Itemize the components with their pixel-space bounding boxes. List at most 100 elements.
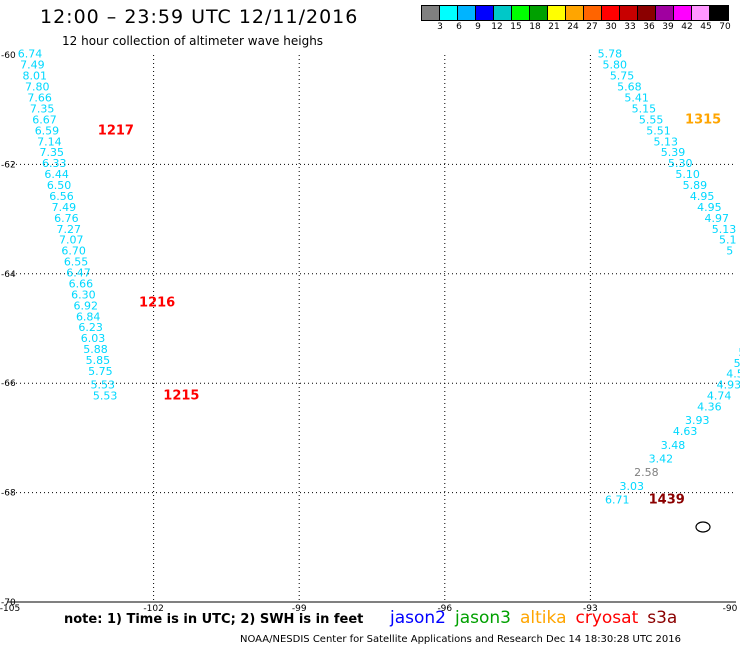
wave-height-value: 8.01 <box>23 70 47 83</box>
satellite-name: s3a <box>647 608 678 628</box>
legend-label: 24 <box>567 22 579 32</box>
wave-height-value: 5.78 <box>598 48 623 61</box>
legend-box-11 <box>620 6 638 20</box>
wave-height-value: 6.66 <box>69 277 94 290</box>
satellite-name: jason2 <box>390 608 446 628</box>
wave-height-value: 5.88 <box>83 343 108 356</box>
legend-label: 18 <box>529 22 541 32</box>
legend-box-7 <box>548 6 566 20</box>
wave-height-value: 4.95 <box>690 190 715 203</box>
legend-label: 21 <box>548 22 560 32</box>
lat-tick-label: -60 <box>1 51 16 61</box>
wave-height-value: 7.35 <box>30 102 55 115</box>
wave-height-value: 6.23 <box>78 321 103 334</box>
wave-height-value: 5.53 <box>91 379 116 392</box>
wave-height-value: 5.68 <box>617 81 642 94</box>
wave-height-value: 6.56 <box>49 190 74 203</box>
orbit-number-labels: 1217 1216 1215 1315 1439 <box>98 112 721 507</box>
lon-tick-label: -99 <box>292 604 307 614</box>
wave-height-value: 7.80 <box>25 81 49 94</box>
wave-height-value: 3.42 <box>649 453 674 466</box>
wave-height-value: 5.1 <box>719 234 737 247</box>
wave-height-value: 6.67 <box>32 113 57 126</box>
wave-height-value: 5.75 <box>88 365 113 378</box>
wave-height-value: 5.10 <box>675 168 700 181</box>
wave-height-points: 6.747.498.017.807.667.356.676.597.147.35… <box>18 48 740 507</box>
lat-tick-label: -64 <box>1 270 16 280</box>
wave-height-value: 6.70 <box>61 245 86 258</box>
satellite-name: cryosat <box>575 608 639 628</box>
legend-label: 42 <box>681 22 693 32</box>
wave-height-value: 4.95 <box>697 201 722 214</box>
wave-height-value: 6.76 <box>54 212 79 225</box>
wave-height-value: 6.44 <box>44 168 69 181</box>
wave-height-value: 7.27 <box>57 223 82 236</box>
wave-height-value: 6.84 <box>76 310 101 323</box>
wave-height-value: 6.30 <box>71 288 96 301</box>
wave-height-value: 7.07 <box>59 234 84 247</box>
legend-label: 9 <box>475 22 481 32</box>
wave-height-value: 6.59 <box>35 124 60 137</box>
legend-label: 36 <box>643 22 655 32</box>
orbit-label: 1439 <box>649 493 685 508</box>
wave-height-value: 3.03 <box>620 480 645 493</box>
wave-height-value: 4.74 <box>707 390 732 403</box>
lon-tick-label: -93 <box>583 604 598 614</box>
satellite-name: jason3 <box>455 608 511 628</box>
wave-height-value: 6.74 <box>18 48 42 61</box>
legend-label: 33 <box>624 22 636 32</box>
wave-height-value: 5.13 <box>712 223 737 236</box>
map-title: 12:00 – 23:59 UTC 12/11/2016 <box>40 6 359 28</box>
wave-height-value: 5.2 <box>734 357 740 370</box>
orbit-label: 1216 <box>139 296 175 311</box>
wave-height-value: 5.39 <box>661 146 686 159</box>
wave-height-value: 4.36 <box>697 401 722 414</box>
legend-box-10 <box>602 6 620 20</box>
legend-color-boxes <box>421 5 729 21</box>
wave-height-value: 3.48 <box>661 439 686 452</box>
legend-box-15 <box>692 6 710 20</box>
wave-height-value: 6.03 <box>81 332 106 345</box>
lat-tick-label: -70 <box>1 598 16 608</box>
legend-box-6 <box>530 6 548 20</box>
wave-height-value: 5.51 <box>646 124 671 137</box>
wave-height-value: 4.97 <box>704 212 729 225</box>
wave-height-value: 2.58 <box>634 466 659 479</box>
orbit-label: 1217 <box>98 123 134 138</box>
wave-height-value: 6.50 <box>47 179 72 192</box>
wave-height-value: 6.47 <box>66 267 91 280</box>
wave-height-value: 5.75 <box>610 70 635 83</box>
lat-tick-label: -68 <box>1 489 16 499</box>
legend-box-1 <box>440 6 458 20</box>
legend-box-5 <box>512 6 530 20</box>
legend-label: 15 <box>510 22 522 32</box>
legend-label: 27 <box>586 22 598 32</box>
legend-label: 39 <box>662 22 674 32</box>
legend-box-13 <box>656 6 674 20</box>
wave-height-value: 7.66 <box>27 91 52 104</box>
axis-labels: -105 -102 -99 -96 -93 -90 -60 -62 -64 -66 -68 -70 <box>0 51 738 614</box>
wave-height-value: 5 <box>738 346 740 359</box>
satellite-name: altika <box>520 608 567 628</box>
legend-box-8 <box>566 6 584 20</box>
footer-credit: NOAA/NESDIS Center for Satellite Applica… <box>240 634 682 645</box>
orbit-label: 1315 <box>685 112 721 127</box>
orbit-label: 1215 <box>163 389 199 404</box>
wave-height-value: 7.49 <box>52 201 77 214</box>
wave-height-value: 5.13 <box>653 135 678 148</box>
footer-note: note: 1) Time is in UTC; 2) SWH is in fe… <box>64 612 364 627</box>
wave-height-value: 7.49 <box>20 59 44 72</box>
legend-label: 12 <box>491 22 503 32</box>
wave-height-value: 5.30 <box>668 157 693 170</box>
legend-label: 6 <box>456 22 462 32</box>
wave-height-value: 7.14 <box>37 135 62 148</box>
legend-box-0 <box>422 6 440 20</box>
lon-tick-label: -90 <box>723 604 738 614</box>
map-subtitle: 12 hour collection of altimeter wave hei… <box>62 34 324 48</box>
lat-tick-label: -66 <box>1 379 16 389</box>
wave-height-value: 5.80 <box>603 59 628 72</box>
legend-box-2 <box>458 6 476 20</box>
wave-height-value: 4.93 <box>717 379 740 392</box>
wave-height-value: 6.71 <box>605 494 630 507</box>
